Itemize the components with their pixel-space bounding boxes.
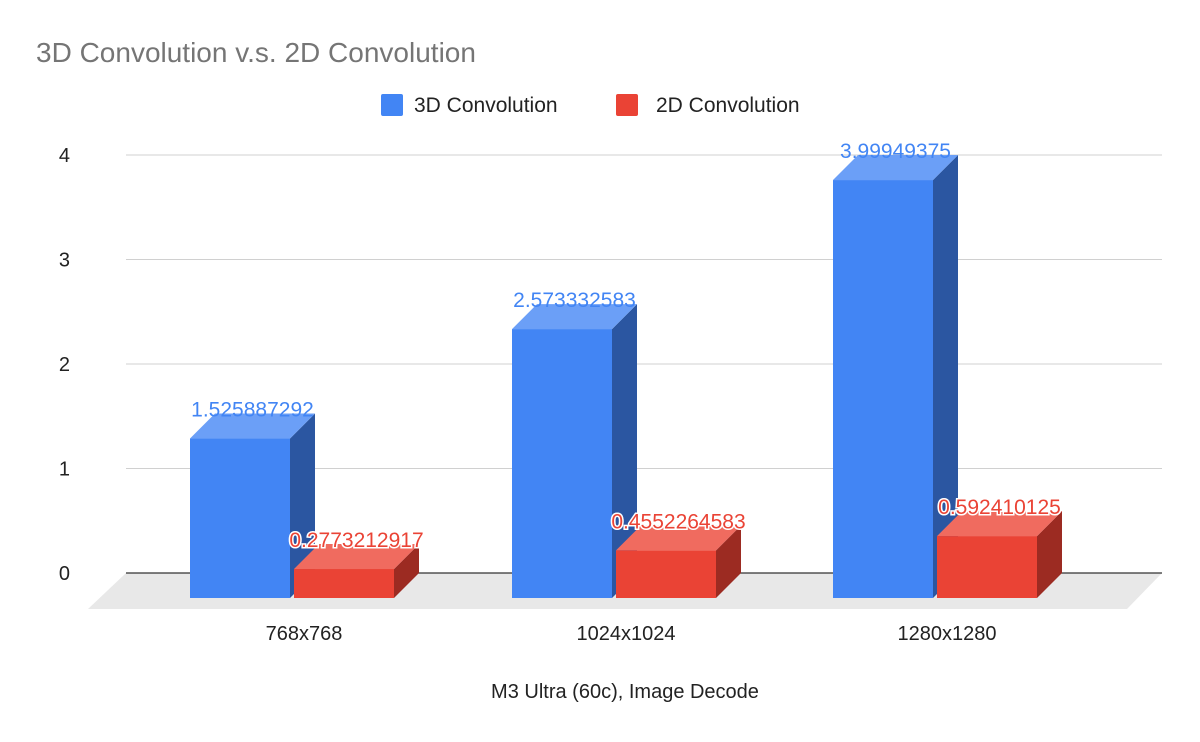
y-axis: 0 1 2 3 4	[59, 145, 70, 585]
bar-front	[833, 180, 933, 598]
legend-swatch	[616, 94, 638, 116]
bar-top	[190, 413, 315, 439]
x-axis-title: M3 Ultra (60c), Image Decode	[491, 681, 759, 703]
bar-front	[294, 569, 394, 598]
y-tick-label: 3	[59, 250, 70, 272]
data-label: 0.4552264583	[611, 510, 745, 533]
chart-legend: 3D Convolution 2D Convolution	[381, 94, 800, 117]
legend-label: 3D Convolution	[414, 94, 558, 117]
bar-2d-1280x1280	[937, 511, 1062, 598]
bar-side	[290, 413, 315, 598]
bar-3d-1024x1024	[512, 304, 637, 598]
y-tick-label: 0	[59, 563, 70, 585]
bar-side	[716, 525, 741, 598]
bar-3d-768x768	[190, 413, 315, 598]
data-label: 1.525887292	[191, 399, 314, 422]
data-label: 3.99949375	[840, 140, 951, 163]
bar-front	[937, 536, 1037, 598]
y-tick-label: 2	[59, 354, 70, 376]
data-labels: 1.525887292 0.2773212917 2.573332583 0.4552…	[191, 140, 1062, 553]
x-tick-label: 768x768	[266, 623, 343, 645]
bar-side	[612, 304, 637, 598]
x-axis: 768x768 1024x1024 1280x1280	[266, 623, 997, 645]
bar-top	[833, 155, 958, 181]
bar-top	[616, 525, 741, 551]
legend-label: 2D Convolution	[656, 94, 800, 117]
bar-2d-1024x1024	[616, 525, 741, 598]
bar-top	[937, 511, 1062, 537]
legend-swatch	[381, 94, 403, 116]
y-tick-label: 4	[59, 145, 70, 167]
legend-item-3d[interactable]: 3D Convolution	[381, 94, 558, 117]
bar-2d-768x768	[294, 544, 419, 598]
bar-side	[933, 155, 958, 598]
data-label: 0.2773212917	[289, 529, 423, 552]
bar-front	[512, 329, 612, 598]
x-tick-label: 1280x1280	[898, 623, 997, 645]
bars	[190, 155, 1062, 598]
x-tick-label: 1024x1024	[577, 623, 676, 645]
bar-side	[1037, 511, 1062, 598]
bar-side	[394, 544, 419, 598]
bar-top	[512, 304, 637, 330]
bar-front	[616, 550, 716, 598]
data-label: 2.573332583	[513, 289, 636, 312]
y-tick-label: 1	[59, 459, 70, 481]
bar-3d-1280x1280	[833, 155, 958, 598]
data-label: 0.592410125	[938, 496, 1061, 519]
bar-top	[294, 544, 419, 570]
bar-front	[190, 438, 290, 598]
legend-item-2d[interactable]: 2D Convolution	[616, 94, 800, 117]
chart-title: 3D Convolution v.s. 2D Convolution	[36, 37, 476, 68]
